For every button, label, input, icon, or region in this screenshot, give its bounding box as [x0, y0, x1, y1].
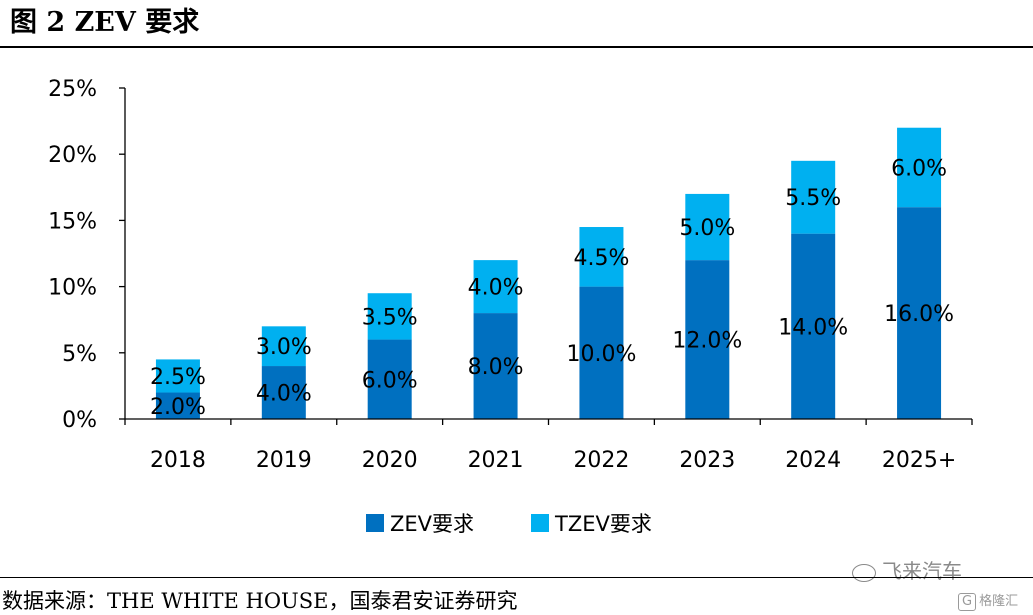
data-label-zev: 14.0%: [778, 315, 848, 340]
source-divider: [0, 577, 1033, 578]
source-note: 数据来源：THE WHITE HOUSE，国泰君安证券研究: [2, 589, 518, 613]
x-tick-label: 2025+: [882, 448, 956, 473]
y-tick-label: 15%: [48, 209, 97, 234]
bar-zev: [155, 392, 200, 419]
bar-tzev: [897, 127, 942, 208]
x-tick-label: 2020: [362, 448, 418, 473]
bar-zev: [685, 260, 730, 419]
bar-zev: [897, 207, 942, 419]
bar-tzev: [367, 293, 412, 340]
y-tick-label: 10%: [48, 276, 97, 301]
data-label-tzev: 4.5%: [573, 246, 629, 271]
data-label-zev: 16.0%: [884, 302, 954, 327]
bar-tzev: [473, 260, 518, 314]
bar-tzev: [155, 359, 200, 393]
data-label-tzev: 3.5%: [362, 305, 418, 330]
y-tick-label: 5%: [62, 342, 97, 367]
bar-zev: [579, 286, 624, 419]
bar-zev: [367, 339, 412, 419]
data-label-zev: 2.0%: [150, 395, 206, 420]
data-label-tzev: 5.0%: [679, 216, 735, 241]
x-tick-label: 2024: [785, 448, 841, 473]
data-label-zev: 8.0%: [468, 355, 524, 380]
data-label-zev: 6.0%: [362, 368, 418, 393]
title-divider: [0, 46, 1033, 48]
badge-logo-icon: G: [958, 593, 977, 611]
legend-label-tzev: TZEV要求: [554, 512, 652, 536]
bar-zev: [261, 366, 306, 419]
data-label-tzev: 4.0%: [468, 276, 524, 301]
x-tick-label: 2019: [256, 448, 312, 473]
bar-tzev: [791, 160, 836, 234]
bar-tzev: [261, 326, 306, 367]
stacked-bar-chart: 0% 5% 10% 15% 20% 25% 2.0% 2.5% 2018 4.0% 3.0% 2019…: [48, 77, 973, 536]
bar-tzev: [685, 193, 730, 261]
x-tick-label: 2018: [150, 448, 206, 473]
legend-label-zev: ZEV要求: [390, 512, 474, 536]
y-tick-label: 0%: [62, 408, 97, 433]
y-tick-label: 20%: [48, 143, 97, 168]
chat-bubble-icon: [852, 563, 876, 582]
x-tick-label: 2021: [468, 448, 524, 473]
x-tick-label: 2023: [679, 448, 735, 473]
legend-swatch-tzev: [531, 514, 549, 532]
watermark: 飞来汽车: [852, 558, 962, 584]
x-tick-label: 2022: [573, 448, 629, 473]
bar-zev: [473, 313, 518, 419]
data-label-tzev: 2.5%: [150, 365, 206, 390]
bar-tzev: [579, 227, 624, 287]
data-label-zev: 4.0%: [256, 382, 312, 407]
figure-title: 图 2 ZEV 要求: [10, 7, 200, 38]
y-tick-label: 25%: [48, 77, 97, 102]
bar-zev: [791, 233, 836, 419]
data-label-tzev: 3.0%: [256, 335, 312, 360]
corner-badge-text: 格隆汇: [979, 594, 1019, 609]
data-label-tzev: 5.5%: [785, 186, 841, 211]
data-label-tzev: 6.0%: [891, 156, 947, 181]
watermark-text: 飞来汽车: [882, 559, 962, 583]
data-label-zev: 12.0%: [672, 329, 742, 354]
legend-swatch-zev: [366, 514, 384, 532]
data-label-zev: 10.0%: [566, 342, 636, 367]
corner-badge: G 格隆汇: [958, 592, 1018, 612]
